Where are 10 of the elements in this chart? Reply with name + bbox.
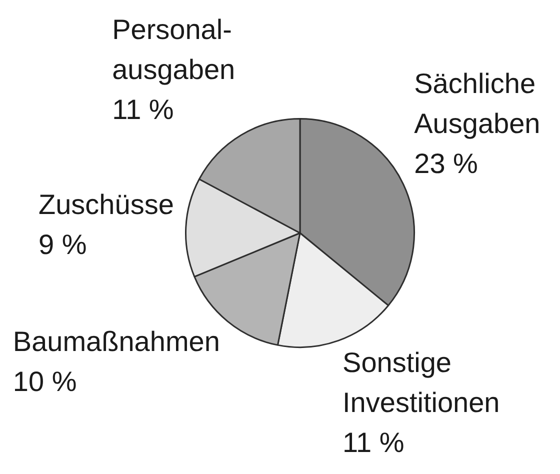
data-label: 11 % [112, 94, 174, 125]
slice-label: Baumaßnahmen [12, 326, 220, 357]
slice-label: Zuschüsse [38, 188, 174, 220]
slice-label: Sonstige Investitionen [342, 347, 500, 418]
data-label: 10 % [12, 366, 77, 397]
slice-label: Sächliche Ausgaben [414, 68, 540, 140]
data-label: 9 % [38, 228, 87, 260]
slice-label: Personal- ausgaben [112, 14, 236, 85]
data-label: 11 % [342, 427, 404, 458]
data-label: 23 % [414, 148, 478, 180]
